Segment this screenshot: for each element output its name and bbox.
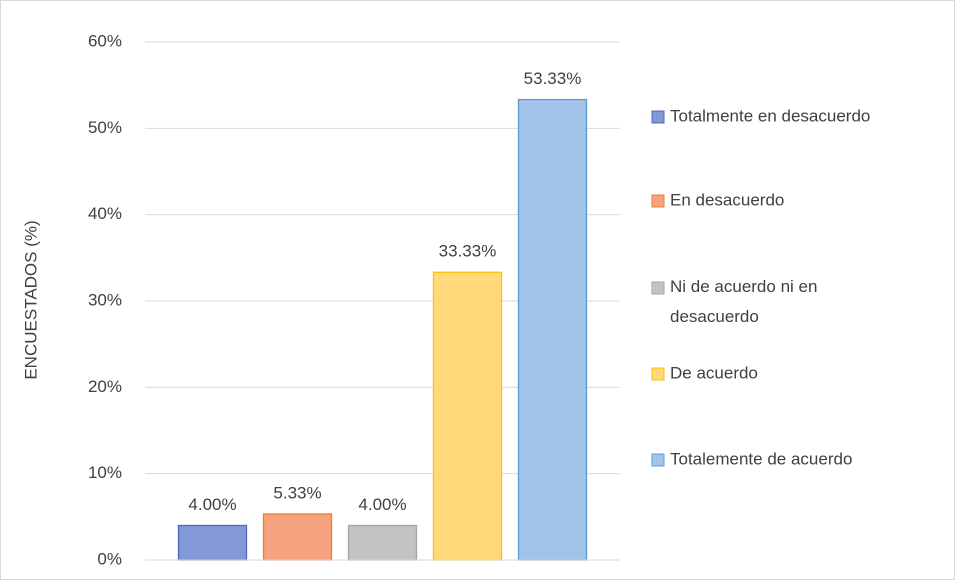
y-tick-label: 20%	[88, 377, 122, 396]
y-tick-label: 40%	[88, 204, 122, 223]
value-label: 4.00%	[358, 495, 406, 514]
bar	[517, 98, 588, 561]
y-tick-label: 50%	[88, 118, 122, 137]
legend-label: En desacuerdo	[670, 190, 784, 209]
bar	[347, 524, 418, 561]
legend-label: Ni de acuerdo ni en desacuerdo	[670, 277, 817, 326]
y-tick-label: 10%	[88, 463, 122, 482]
value-label: 33.33%	[439, 242, 497, 261]
y-tick-label: 30%	[88, 290, 122, 309]
legend-label: Totalmente en desacuerdo	[670, 106, 870, 125]
bar	[262, 513, 333, 561]
bar	[177, 524, 248, 561]
legend-swatch	[651, 194, 665, 208]
legend-swatch	[651, 110, 665, 124]
y-axis-label: ENCUESTADOS (%)	[21, 220, 40, 379]
y-tick-label: 60%	[88, 31, 122, 50]
y-tick-label: 0%	[97, 549, 122, 568]
legend-swatch	[651, 453, 665, 467]
legend-label: De acuerdo	[670, 363, 758, 382]
value-label: 4.00%	[188, 495, 236, 514]
value-label: 53.33%	[524, 69, 582, 88]
value-label: 5.33%	[273, 483, 321, 502]
legend-swatch	[651, 367, 665, 381]
legend-swatch	[651, 281, 665, 295]
legend-label: Totalemente de acuerdo	[670, 449, 852, 468]
bar	[432, 271, 503, 561]
